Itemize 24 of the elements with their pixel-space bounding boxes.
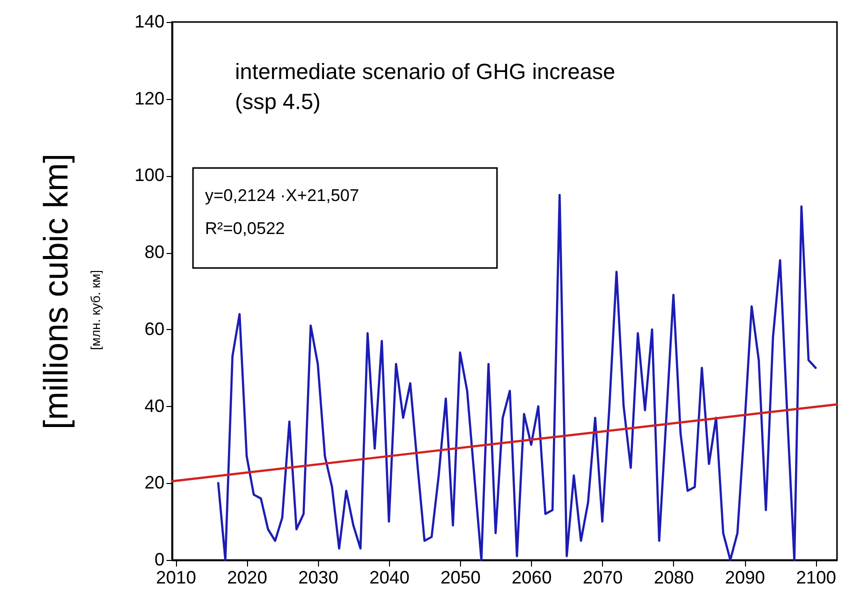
y-tick-label: 20 <box>144 472 164 493</box>
y-tick-label: 100 <box>134 165 164 186</box>
y-tick-label: 120 <box>134 88 164 108</box>
x-tick-label: 2030 <box>298 568 338 588</box>
y-tick-label: 80 <box>144 242 164 262</box>
text: [млн. куб. км] <box>88 270 103 350</box>
x-tick-label: 2020 <box>227 568 268 588</box>
annotation: R²=0,0522 <box>205 219 285 238</box>
x-tick-label: 2070 <box>582 568 623 588</box>
x-tick-label: 2090 <box>725 568 766 588</box>
x-tick-label: 2050 <box>440 568 481 588</box>
y-tick-label: 60 <box>144 318 164 339</box>
x-tick-label: 2080 <box>654 568 694 588</box>
y-tick-label: 140 <box>134 12 164 32</box>
y-tick-label: 0 <box>154 550 164 570</box>
x-tick-label: 2100 <box>796 568 836 588</box>
x-tick-label: 2040 <box>369 568 410 588</box>
annotation: y=0,2124 ·X+21,507 <box>205 186 360 205</box>
y-tick-label: 40 <box>144 396 164 416</box>
y-axis-title: [millions cubic km] <box>37 154 76 430</box>
annotation: (ssp 4.5) <box>235 89 321 114</box>
annotation: intermediate scenario of GHG increase <box>235 59 616 84</box>
x-tick-label: 2010 <box>156 568 196 588</box>
x-tick-label: 2060 <box>512 568 552 588</box>
